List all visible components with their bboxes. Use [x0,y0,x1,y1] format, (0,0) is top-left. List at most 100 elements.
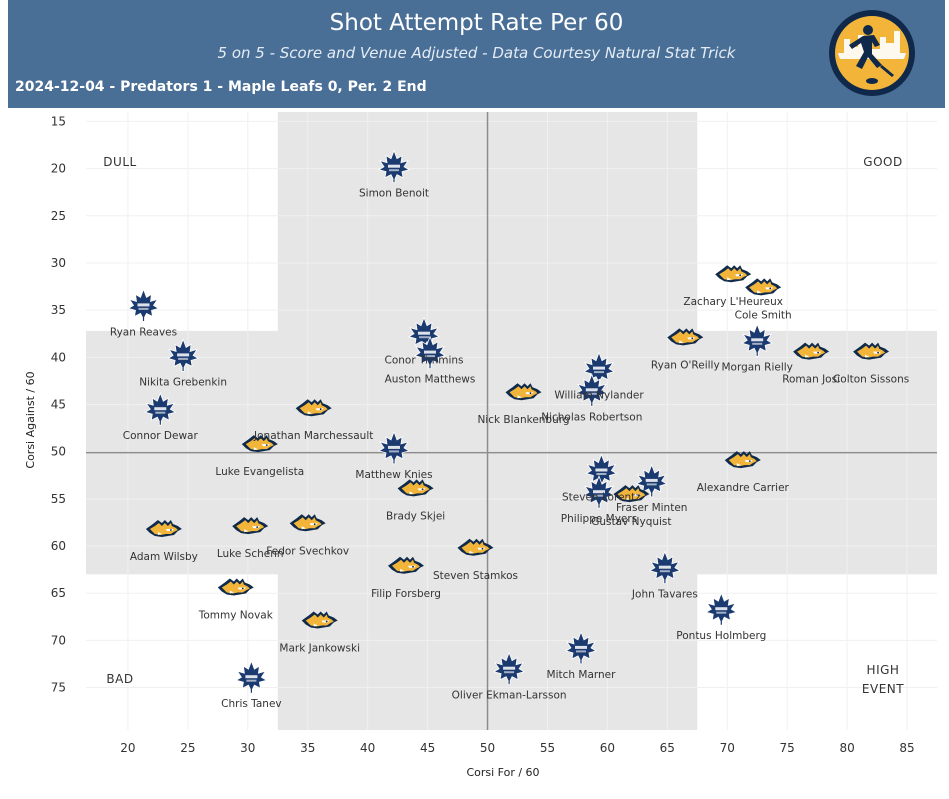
x-tick-label: 25 [180,741,195,755]
predators-marker [793,342,830,360]
y-tick-label: 35 [51,303,66,317]
corner-label-high: HIGH [867,663,900,677]
predators-marker [145,520,182,537]
y-tick-label: 20 [51,162,66,176]
player-label: Chris Tanev [221,698,281,710]
leafs-marker [378,149,410,184]
predators-marker [397,479,434,497]
predators-marker [457,538,494,556]
axis-ticks: 20 25 30 35 40 45 50 55 60 65 70 75 80 85 15 20 25 30 35 40… [51,114,915,755]
y-tick-label: 25 [51,209,66,223]
player-label: Simon Benoit [359,188,429,200]
player-label: Oliver Ekman-Larsson [452,690,567,702]
x-tick-label: 45 [420,741,435,755]
grid-lines [86,112,937,730]
player-label: Adam Wilsby [130,551,198,563]
player-label: Fraser Minten [616,502,687,514]
leafs-marker [648,550,681,585]
leafs-marker [167,338,200,372]
predators-marker [388,556,424,574]
corner-label-good: GOOD [863,155,902,169]
y-tick-label: 75 [51,681,66,695]
x-tick-label: 35 [300,741,315,755]
player-labels: Simon Benoit Ryan Reaves Nikita Grebenkin C… [110,188,909,711]
player-label: Roman Josi [782,374,840,386]
chart-title: Shot Attempt Rate Per 60 [329,10,624,36]
leafs-marker [378,430,410,465]
y-tick-label: 45 [51,397,66,411]
predators-marker [613,485,650,503]
y-tick-label: 70 [51,633,66,647]
mean-lines [86,112,937,730]
player-label: Cole Smith [735,309,792,321]
player-label: Mark Jankowski [279,643,360,655]
player-label: Connor Dewar [123,430,199,442]
x-tick-label: 50 [480,741,495,755]
player-label: William Nylander [554,390,644,402]
leafs-marker [575,373,608,407]
leafs-marker [705,592,738,626]
player-label: Luke Schenn [217,548,284,560]
y-tick-label: 50 [51,445,66,459]
predators-marker [853,342,890,360]
predators-marker [295,399,332,417]
corner-label-dull: DULL [103,155,136,169]
player-label: Matthew Knies [355,469,432,481]
player-label: Filip Forsberg [371,588,441,600]
predators-marker [724,451,761,469]
y-tick-label: 15 [51,114,66,128]
x-tick-label: 55 [540,741,555,755]
predators-marker [715,265,752,283]
x-tick-label: 65 [660,741,675,755]
y-axis-title: Corsi Against / 60 [24,371,37,468]
leafs-marker [144,392,177,426]
player-label: Steven Stamkos [433,570,518,582]
player-label: Auston Matthews [385,374,476,386]
x-tick-label: 20 [120,741,135,755]
predators-marker [289,514,326,532]
x-tick-label: 30 [240,741,255,755]
player-label: Nikita Grebenkin [139,376,227,388]
chart-subtitle: 5 on 5 - Score and Venue Adjusted - Data… [217,44,736,62]
predators-marker [232,517,269,535]
corner-label-event: EVENT [862,682,904,696]
y-tick-label: 30 [51,256,66,270]
x-tick-label: 80 [839,741,854,755]
player-label: Luke Evangelista [215,466,304,478]
predators-marker [505,383,542,401]
player-label: Ryan O'Reilly [651,359,720,371]
hockey-player-logo-icon [829,10,915,96]
player-label: Jonathan Marchessault [253,430,373,442]
predators-marker [301,611,338,629]
x-tick-label: 60 [600,741,615,755]
y-tick-label: 60 [51,539,66,553]
leafs-marker [235,660,268,694]
y-tick-label: 40 [51,350,66,364]
player-label: Pontus Holmberg [676,630,766,642]
x-tick-label: 40 [360,741,375,755]
player-label: Alexandre Carrier [697,482,790,494]
x-tick-label: 75 [780,741,795,755]
predators-marker [745,278,782,296]
player-label: John Tavares [631,589,698,601]
player-label: Steven Lorentz [562,492,641,504]
player-label: Zachary L'Heureux [683,296,783,308]
title-banner: Shot Attempt Rate Per 60 5 on 5 - Score … [8,0,945,108]
leafs-marker [585,453,618,487]
player-label: Tommy Novak [198,610,274,622]
predators-marker [217,578,254,596]
leafs-marker [493,651,526,686]
leafs-marker [127,288,160,322]
player-label: Gustav Nyquist [591,516,671,528]
player-label: Brady Skjei [386,510,445,522]
x-tick-label: 70 [720,741,735,755]
player-label: Mitch Marner [547,669,617,681]
leafs-marker [741,323,774,357]
player-label: Fedor Svechkov [266,545,349,557]
player-markers [127,149,890,694]
player-label: Nicholas Robertson [541,411,642,423]
player-label: Conor Timmins [385,355,464,367]
predators-marker [241,435,278,453]
leafs-marker [414,335,446,370]
